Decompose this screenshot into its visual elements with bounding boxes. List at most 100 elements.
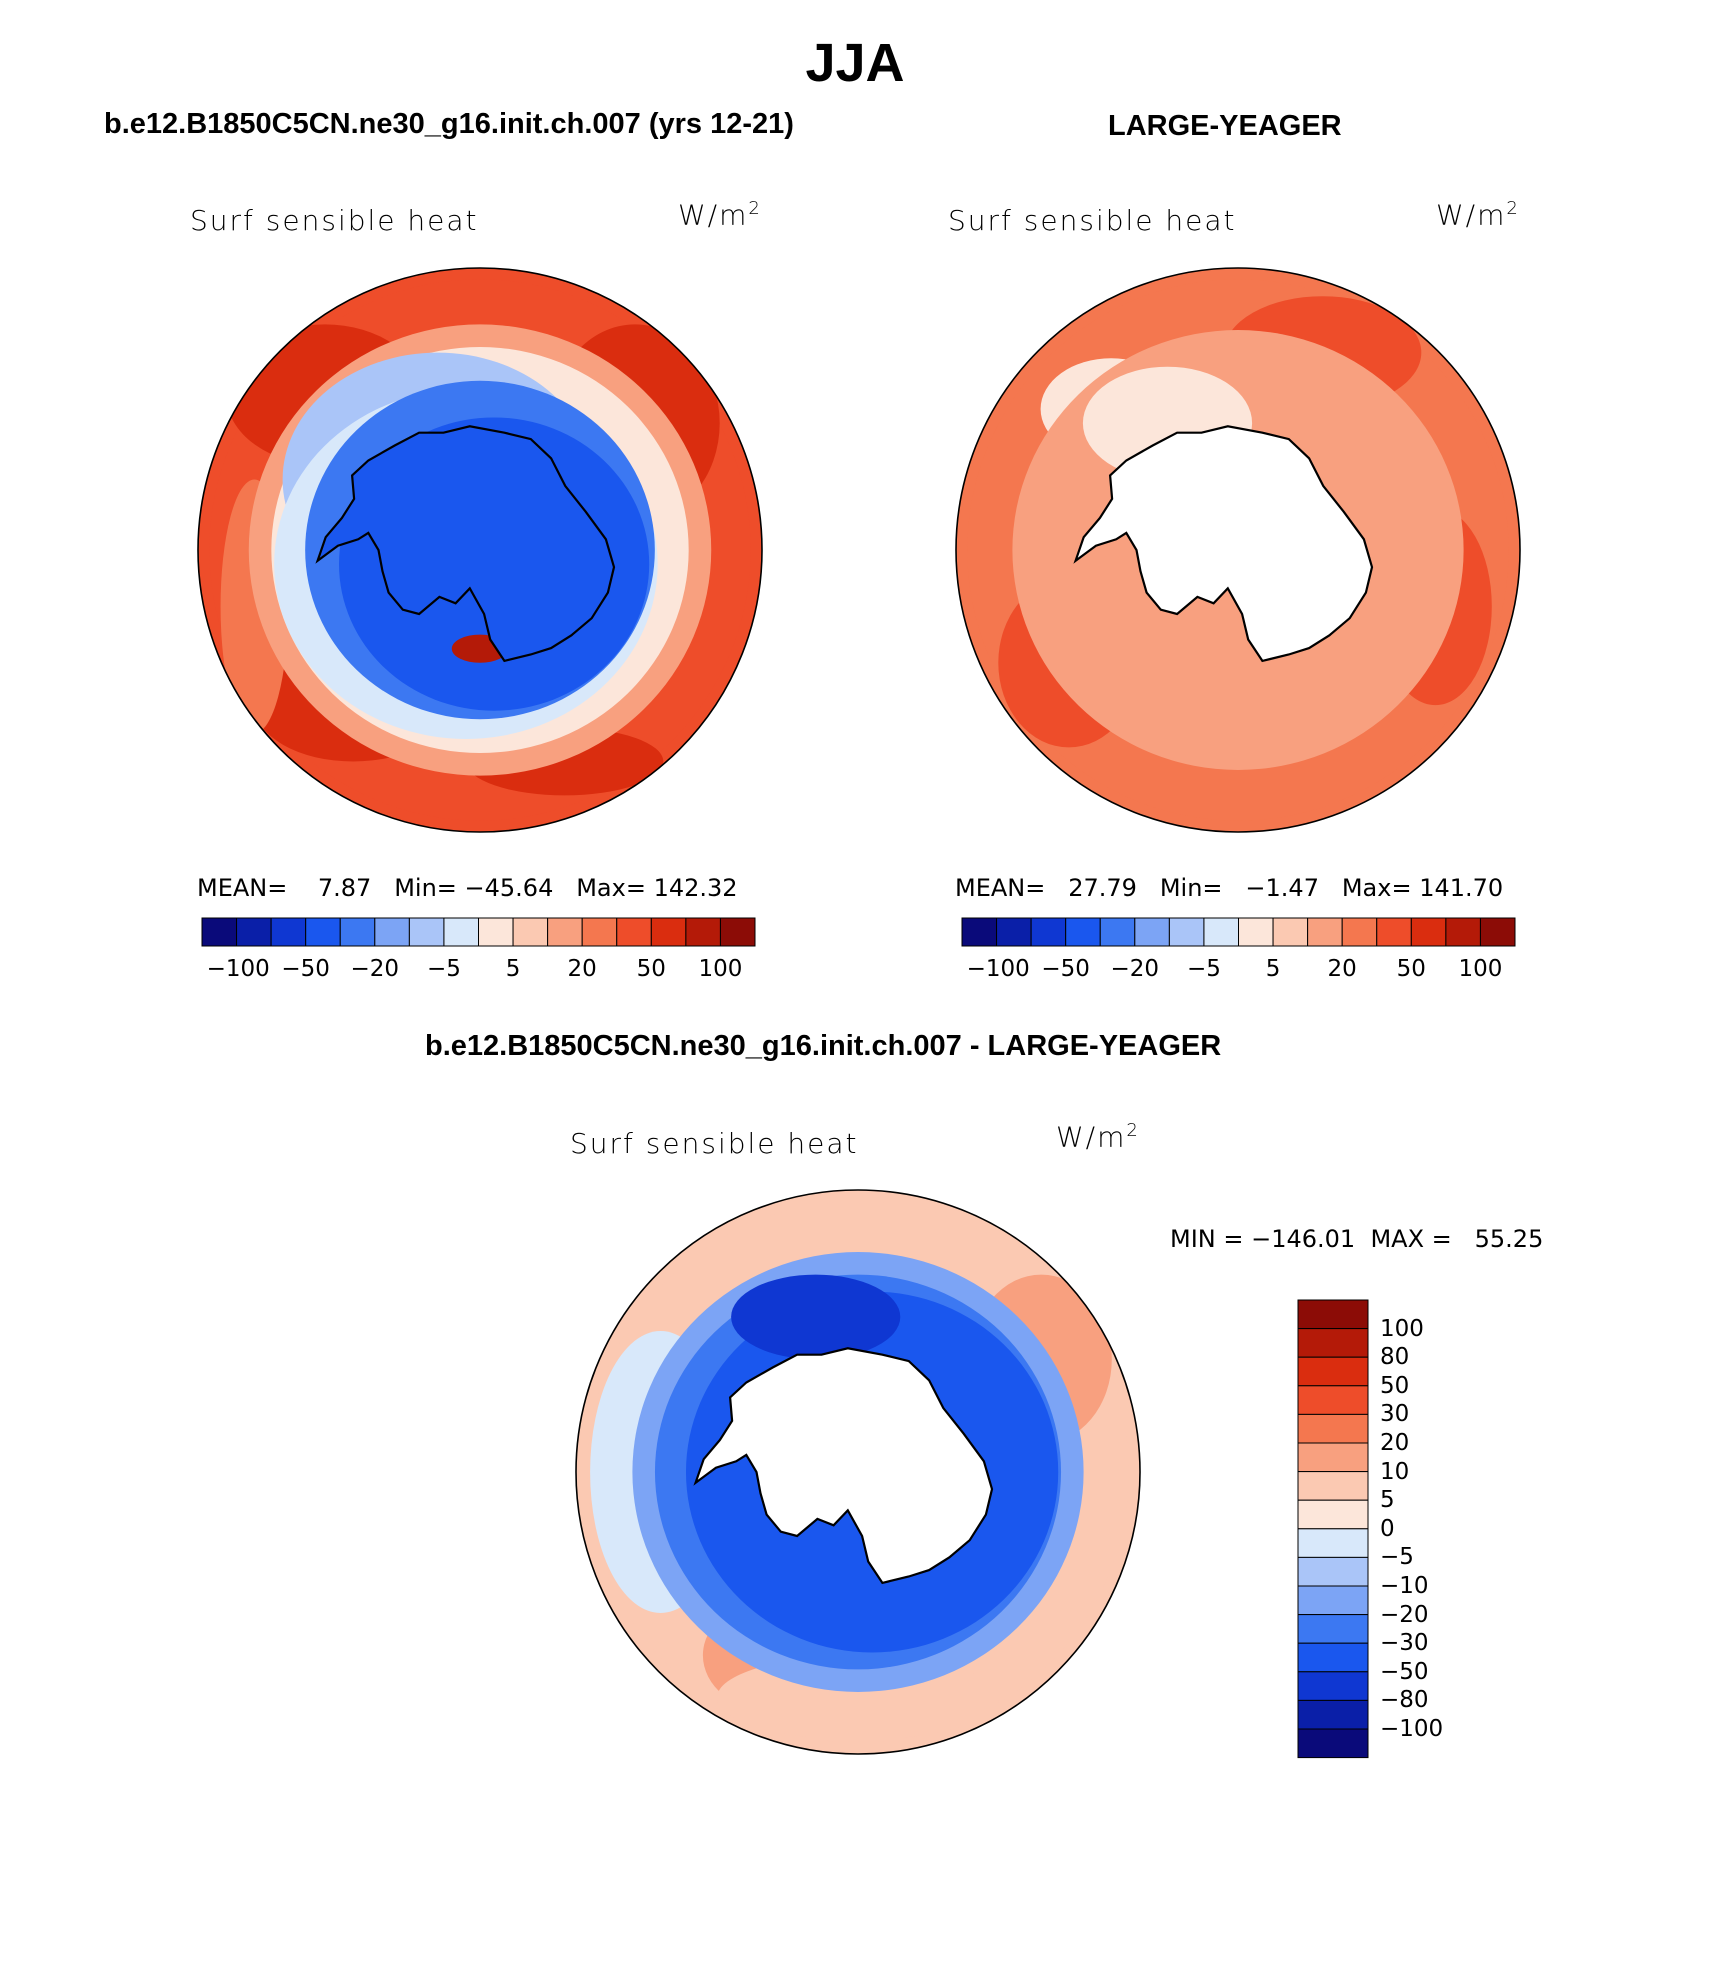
panel2-variable-label: Surf sensible heat (948, 204, 1237, 237)
panel1-colorbar-box (719, 917, 756, 947)
panel2-colorbar-box (1203, 917, 1239, 947)
difference-colorbar-level-label: −80 (1380, 1687, 1429, 1714)
panel2-colorbar-box (996, 917, 1032, 947)
difference-colorbar-box (1297, 1299, 1369, 1330)
panel1-colorbar-tick-label: −20 (350, 956, 400, 982)
difference-colorbar-box (1297, 1585, 1369, 1616)
panel2-antarctica-coastline (1073, 425, 1374, 663)
panel1-case-title: b.e12.B1850C5CN.ne30_g16.init.ch.007 (yr… (104, 108, 794, 140)
panel2-colorbar-box (1376, 917, 1412, 947)
panel1-colorbar-tick-label: 5 (505, 956, 521, 982)
difference-colorbar-level-label: −10 (1380, 1573, 1429, 1599)
panel1-colorbar-box (650, 917, 687, 947)
panel2-case-title: LARGE-YEAGER (1108, 110, 1342, 142)
panel1-colorbar-tick-label: −100 (206, 956, 270, 982)
panel2-colorbar-box (1238, 917, 1274, 947)
difference-colorbar-level-label: 50 (1380, 1372, 1410, 1399)
panel2-colorbar-box (1030, 917, 1067, 947)
difference-colorbar-box (1297, 1642, 1369, 1673)
difference-colorbar-box (1297, 1328, 1369, 1358)
panel1-colorbar-tick-label: −50 (281, 956, 330, 982)
panel2-field (956, 268, 1520, 832)
difference-colorbar-level-label: 20 (1380, 1430, 1410, 1456)
difference-colorbar-level-label: −30 (1380, 1630, 1429, 1657)
difference-colorbar-level-label: −5 (1380, 1544, 1414, 1571)
panel1-colorbar-box (201, 917, 238, 947)
panel1-map-boundary (197, 267, 763, 833)
difference-map-boundary (575, 1189, 1141, 1755)
panel2-units-label: W/m2 (1436, 198, 1520, 232)
difference-colorbar-level-label: 80 (1380, 1344, 1410, 1371)
difference-case-title: b.e12.B1850C5CN.ne30_g16.init.ch.007 - L… (425, 1030, 1222, 1062)
difference-colorbar-level-label: −20 (1380, 1601, 1429, 1628)
panel2-colorbar-tick-label: 100 (1458, 956, 1503, 982)
panel2-colorbar-box (1479, 917, 1516, 947)
difference-colorbar-level-label: 30 (1380, 1401, 1410, 1428)
panel2-map-boundary (955, 267, 1521, 833)
difference-colorbar-level-label: 5 (1380, 1487, 1395, 1514)
difference-colorbar-box (1297, 1471, 1369, 1501)
panel1-colorbar-box (547, 917, 583, 947)
difference-units-label: W/m2 (1056, 1120, 1140, 1154)
panel1-colorbar-tick-label: 20 (567, 956, 597, 982)
panel2-colorbar-tick-label: 5 (1265, 956, 1281, 982)
panel1-colorbar-tick-label: 50 (636, 956, 666, 982)
difference-contour-region (731, 1274, 901, 1360)
panel1-colorbar-box (685, 917, 721, 947)
difference-colorbar-box (1297, 1671, 1369, 1701)
panel2-colorbar-tick-label: 20 (1327, 956, 1357, 982)
panel1-variable-label: Surf sensible heat (190, 204, 479, 237)
difference-colorbar-box (1297, 1556, 1369, 1587)
difference-variable-label: Surf sensible heat (570, 1127, 859, 1160)
panel2-stats: MEAN= 27.79 Min= −1.47 Max= 141.70 (955, 874, 1504, 902)
panel2-colorbar-box (1341, 917, 1378, 947)
panel1-colorbar-tick-label: −5 (426, 956, 461, 982)
difference-colorbar-level-label: 10 (1380, 1458, 1410, 1485)
panel2-colorbar-tick-label: −20 (1110, 956, 1160, 982)
panel1-antarctica-coastline (315, 425, 616, 663)
difference-colorbar-level-label: −100 (1380, 1716, 1444, 1742)
difference-colorbar-box (1297, 1699, 1369, 1730)
difference-field (576, 1190, 1140, 1754)
difference-antarctica-coastline (693, 1347, 994, 1585)
difference-colorbar-box (1297, 1385, 1369, 1415)
panel1-stats: MEAN= 7.87 Min= −45.64 Max= 142.32 (197, 874, 738, 902)
panel1-colorbar-box (339, 917, 376, 947)
panel1-colorbar-tick-label: 100 (698, 956, 743, 982)
panel2-colorbar-tick-label: 50 (1396, 956, 1426, 982)
panel1-field (198, 268, 762, 832)
difference-colorbar-box (1297, 1442, 1369, 1473)
panel2-colorbar-tick-label: −50 (1041, 956, 1090, 982)
difference-colorbar-level-label: 0 (1380, 1515, 1395, 1542)
panel1-colorbar-box (374, 917, 410, 947)
panel1-units-label: W/m2 (678, 198, 762, 232)
panel2-colorbar-box (1168, 917, 1205, 947)
difference-colorbar-box (1297, 1499, 1369, 1530)
panel1-colorbar-box (478, 917, 514, 947)
panel2-colorbar-box (1307, 917, 1343, 947)
difference-colorbar-box (1297, 1728, 1369, 1759)
difference-colorbar-box (1297, 1528, 1369, 1558)
panel2-colorbar-box (1065, 917, 1101, 947)
difference-colorbar-box (1297, 1614, 1369, 1644)
difference-minmax: MIN = −146.01 MAX = 55.25 (1170, 1225, 1544, 1253)
panel2-colorbar-box (961, 917, 998, 947)
difference-colorbar-level-label: 100 (1380, 1315, 1424, 1342)
panel2-colorbar-box (1410, 917, 1447, 947)
difference-colorbar-level-label: −50 (1380, 1658, 1429, 1685)
panel2-colorbar-tick-label: −100 (966, 956, 1030, 982)
difference-colorbar-box (1297, 1356, 1369, 1387)
panel2-colorbar-box (1445, 917, 1481, 947)
panel1-colorbar-box (581, 917, 618, 947)
panel2-colorbar-box (1134, 917, 1170, 947)
figure-title: JJA (805, 33, 905, 93)
panel2-colorbar-tick-label: −5 (1186, 956, 1221, 982)
difference-colorbar-box (1297, 1413, 1369, 1444)
panel1-colorbar-box (443, 917, 479, 947)
